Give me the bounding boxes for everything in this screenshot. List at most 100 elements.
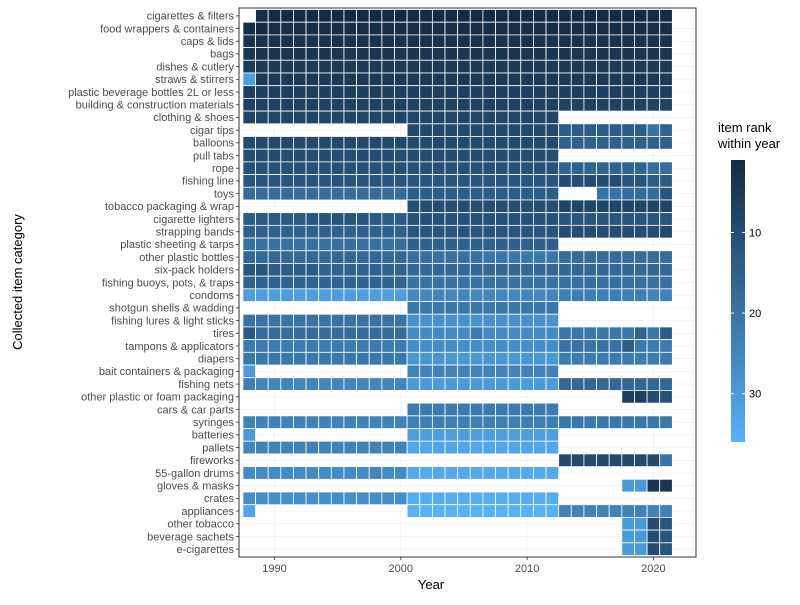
heatmap-cell xyxy=(330,377,345,391)
heatmap-cell xyxy=(280,72,294,87)
heatmap-cell xyxy=(469,123,484,137)
heatmap-cell xyxy=(495,47,509,61)
heatmap-cell xyxy=(634,85,648,99)
heatmap-cell xyxy=(469,428,484,442)
heatmap-cell xyxy=(394,237,408,252)
heatmap-cell xyxy=(659,529,673,544)
heatmap-cell xyxy=(482,339,496,353)
heatmap-cell xyxy=(507,351,522,366)
heatmap-cell xyxy=(255,237,269,252)
heatmap-cell xyxy=(482,237,496,252)
heatmap-cell xyxy=(444,351,459,366)
heatmap-cell xyxy=(495,136,509,150)
heatmap-cell xyxy=(330,174,345,188)
heatmap-cell xyxy=(356,21,370,36)
y-tick-label: other plastic or foam packaging xyxy=(81,392,234,404)
heatmap-cell xyxy=(381,110,395,125)
heatmap-cell xyxy=(293,85,307,99)
heatmap-cell xyxy=(406,351,421,366)
heatmap-cell xyxy=(293,377,307,391)
heatmap-cell xyxy=(533,326,547,341)
heatmap-cell xyxy=(583,59,597,74)
heatmap-cell xyxy=(255,440,269,455)
heatmap-cell xyxy=(444,161,459,175)
heatmap-cell xyxy=(457,237,471,252)
heatmap-cell xyxy=(507,288,522,302)
heatmap-cell xyxy=(659,85,673,99)
heatmap-cell xyxy=(280,47,294,61)
y-tick-label: clothing & shoes xyxy=(153,112,234,124)
heatmap-cell xyxy=(431,313,446,328)
heatmap-cell xyxy=(242,224,256,239)
heatmap-cell xyxy=(495,466,509,480)
heatmap-cell xyxy=(356,97,370,112)
heatmap-cell xyxy=(444,313,459,328)
heatmap-cell xyxy=(280,9,294,23)
heatmap-cell xyxy=(558,97,572,112)
heatmap-cell xyxy=(368,97,383,112)
heatmap-cell xyxy=(583,212,597,226)
heatmap-cell xyxy=(533,174,547,188)
y-tick-label: bags xyxy=(210,49,234,61)
heatmap-cell xyxy=(469,339,484,353)
heatmap-cell xyxy=(267,377,282,391)
heatmap-cell xyxy=(507,440,522,455)
heatmap-cell xyxy=(431,466,446,480)
heatmap-cell xyxy=(482,186,496,201)
heatmap-cell xyxy=(394,110,408,125)
heatmap-cell xyxy=(343,288,357,302)
heatmap-cell xyxy=(419,199,433,214)
heatmap-cell xyxy=(356,275,370,290)
heatmap-cell xyxy=(469,402,484,417)
heatmap-cell xyxy=(419,428,433,442)
heatmap-cell xyxy=(558,85,572,99)
heatmap-cell xyxy=(545,466,560,480)
heatmap-cell xyxy=(621,47,635,61)
heatmap-cell xyxy=(596,97,610,112)
heatmap-cell xyxy=(431,504,446,518)
heatmap-cell xyxy=(570,212,585,226)
heatmap-cell xyxy=(394,440,408,455)
x-axis-title: Year xyxy=(418,577,445,592)
heatmap-cell xyxy=(431,161,446,175)
heatmap-cell xyxy=(406,72,421,87)
heatmap-cell xyxy=(280,326,294,341)
heatmap-cell xyxy=(293,313,307,328)
heatmap-cell xyxy=(533,199,547,214)
heatmap-cell xyxy=(596,351,610,366)
heatmap-cell xyxy=(634,542,648,556)
y-tick-label: pull tabs xyxy=(193,150,234,162)
heatmap-cell xyxy=(394,250,408,264)
heatmap-cell xyxy=(394,174,408,188)
heatmap-cell xyxy=(646,478,661,493)
heatmap-cell xyxy=(646,377,661,391)
heatmap-cell xyxy=(469,466,484,480)
heatmap-cell xyxy=(381,377,395,391)
heatmap-cell xyxy=(495,123,509,137)
heatmap-cell xyxy=(495,174,509,188)
legend-tick-label: 10 xyxy=(749,228,761,240)
heatmap-cell xyxy=(381,466,395,480)
heatmap-cell xyxy=(558,199,572,214)
heatmap-cell xyxy=(431,97,446,112)
heatmap-cell xyxy=(520,301,534,315)
heatmap-cell xyxy=(343,377,357,391)
heatmap-cell xyxy=(368,491,383,506)
heatmap-cell xyxy=(583,504,597,518)
heatmap-cell xyxy=(293,415,307,429)
heatmap-cell xyxy=(533,47,547,61)
heatmap-cell xyxy=(255,377,269,391)
heatmap-cell xyxy=(293,263,307,277)
heatmap-cell xyxy=(419,161,433,175)
heatmap-cell xyxy=(431,237,446,252)
heatmap-cell xyxy=(431,9,446,23)
heatmap-cell xyxy=(469,288,484,302)
heatmap-cell xyxy=(457,212,471,226)
heatmap-cell xyxy=(469,174,484,188)
heatmap-cell xyxy=(659,377,673,391)
heatmap-cell xyxy=(596,47,610,61)
heatmap-cell xyxy=(495,9,509,23)
heatmap-cell xyxy=(520,136,534,150)
heatmap-cell xyxy=(431,351,446,366)
